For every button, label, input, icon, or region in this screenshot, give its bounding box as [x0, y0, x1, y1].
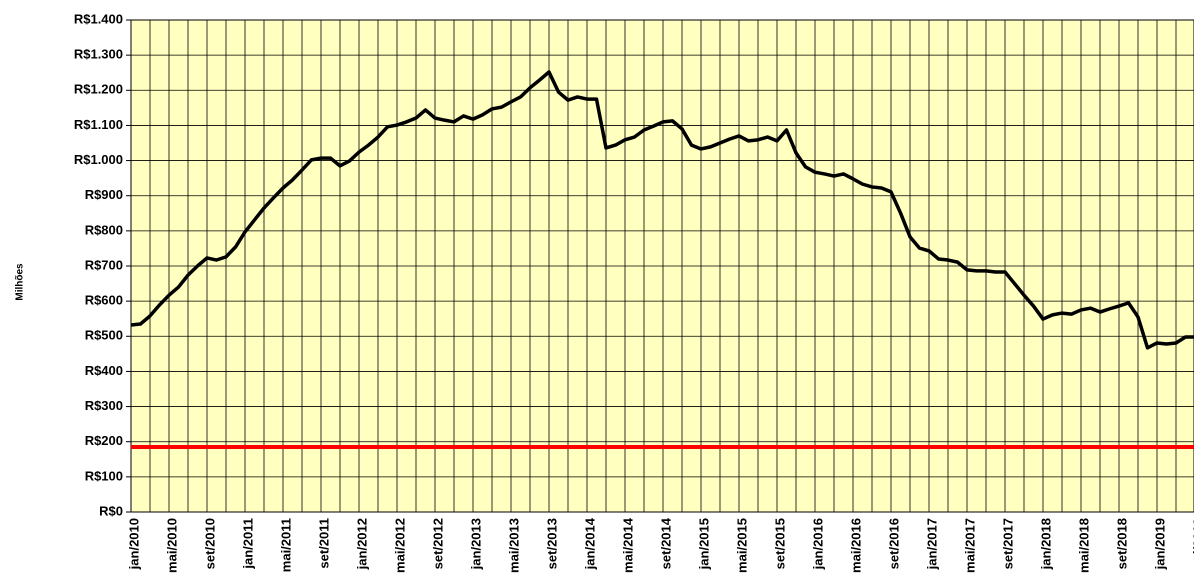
- x-tick-label: jan/2011: [240, 518, 255, 570]
- y-tick-label: R$1.100: [74, 117, 123, 132]
- x-tick-label: mai/2012: [392, 518, 407, 573]
- x-tick-label: mai/2011: [278, 518, 293, 572]
- y-tick-label: R$1.200: [74, 82, 123, 97]
- x-tick-label: jan/2015: [696, 518, 711, 570]
- x-tick-label: jan/2019: [1152, 518, 1167, 570]
- x-tick-label: mai/2016: [848, 518, 863, 573]
- x-tick-label: mai/2019: [1190, 518, 1194, 573]
- x-tick-label: set/2015: [772, 518, 787, 569]
- y-tick-label: R$600: [85, 293, 123, 308]
- y-tick-label: R$500: [85, 328, 123, 343]
- x-tick-label: jan/2010: [126, 518, 141, 570]
- y-tick-label: R$200: [85, 433, 123, 448]
- y-tick-label: R$300: [85, 398, 123, 413]
- x-tick-label: mai/2010: [164, 518, 179, 573]
- y-tick-label: R$1.000: [74, 152, 123, 167]
- x-tick-label: set/2013: [544, 518, 559, 569]
- x-tick-label: mai/2013: [506, 518, 521, 573]
- x-tick-label: jan/2014: [582, 517, 597, 570]
- x-tick-label: mai/2014: [620, 517, 635, 573]
- x-tick-label: set/2012: [430, 518, 445, 569]
- x-tick-label: mai/2015: [734, 518, 749, 573]
- x-tick-label: set/2018: [1114, 518, 1129, 569]
- x-tick-label: mai/2018: [1076, 518, 1091, 573]
- y-tick-label: R$900: [85, 187, 123, 202]
- y-tick-label: R$100: [85, 468, 123, 483]
- x-tick-label: jan/2012: [354, 518, 369, 570]
- x-tick-label: set/2017: [1000, 518, 1015, 569]
- y-axis-label: Milhões: [15, 263, 26, 301]
- x-tick-label: jan/2013: [468, 518, 483, 570]
- x-tick-label: jan/2016: [810, 518, 825, 570]
- x-tick-label: set/2014: [658, 517, 673, 569]
- y-tick-label: R$400: [85, 363, 123, 378]
- x-tick-label: set/2016: [886, 518, 901, 569]
- x-tick-label: set/2010: [202, 518, 217, 569]
- data-line: [130, 70, 1194, 350]
- y-tick-label: R$700: [85, 257, 123, 272]
- x-tick-label: set/2011: [316, 518, 331, 569]
- y-tick-label: R$800: [85, 222, 123, 237]
- x-tick-label: jan/2017: [924, 518, 939, 570]
- x-tick-label: jan/2018: [1038, 518, 1053, 570]
- y-tick-label: R$1.300: [74, 47, 123, 62]
- y-tick-label: R$1.400: [74, 11, 123, 26]
- y-tick-label: R$0: [99, 503, 123, 518]
- x-tick-label: mai/2017: [962, 518, 977, 573]
